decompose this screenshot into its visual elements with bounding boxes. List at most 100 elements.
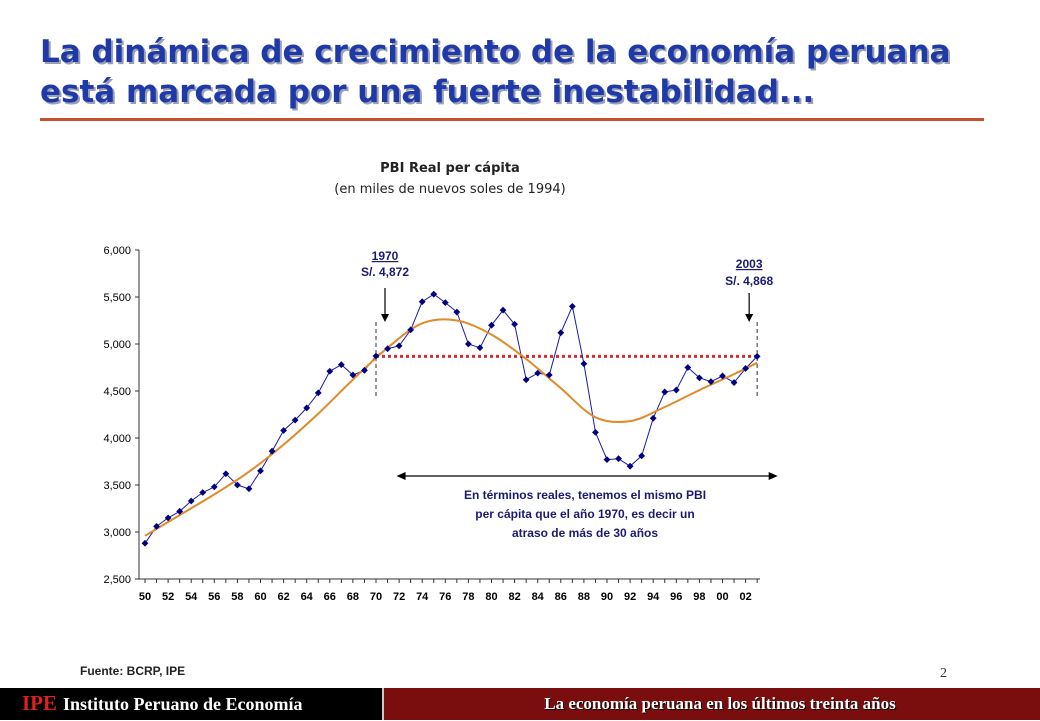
x-tick-label: 68 (347, 591, 359, 603)
data-point (407, 326, 415, 334)
data-point (730, 379, 738, 386)
data-point (696, 374, 703, 382)
y-tick-label: 4,000 (103, 433, 131, 445)
data-point (719, 372, 726, 380)
x-tick-label: 84 (532, 591, 545, 603)
data-point (430, 290, 438, 298)
x-tick-label: 98 (693, 591, 705, 603)
start-value-label: S/. 4,872 (361, 265, 409, 279)
y-tick-label: 6,000 (103, 245, 131, 257)
x-tick-label: 76 (439, 591, 451, 603)
y-tick-label: 5,000 (103, 339, 131, 351)
data-point (210, 483, 218, 491)
data-point (234, 481, 241, 489)
data-point (465, 340, 472, 348)
y-tick-label: 2,500 (103, 574, 131, 586)
x-tick-label: 88 (578, 591, 590, 603)
data-point (176, 507, 184, 515)
data-point (337, 361, 345, 369)
series-line-trend (144, 318, 758, 537)
data-point (291, 416, 299, 424)
x-tick-label: 50 (139, 591, 151, 603)
data-point (707, 378, 715, 385)
series-layer (141, 290, 761, 547)
data-point (326, 367, 334, 375)
page-number: 2 (940, 666, 947, 681)
data-point (372, 352, 380, 360)
x-tick-label: 78 (462, 591, 474, 603)
title-underline (40, 118, 984, 121)
y-tick-label: 5,500 (103, 292, 131, 304)
annotation-layer: 1970 S/. 4,872 2003 S/. 4,868 En términos re… (361, 249, 778, 540)
x-tick-label: 60 (254, 591, 266, 603)
gdp-per-capita-chart: 2,500 3,000 3,500 4,000 4,500 5,000 5,500 6,000… (103, 245, 778, 603)
data-point (661, 388, 669, 396)
data-point (141, 539, 149, 547)
data-point (534, 369, 542, 377)
start-year-label: 1970 (372, 249, 399, 263)
x-tick-label: 00 (716, 591, 728, 603)
x-tick-label: 94 (647, 591, 660, 603)
data-point (545, 371, 553, 379)
x-tick-label: 92 (624, 591, 636, 603)
x-tick-label: 56 (208, 591, 220, 603)
data-point (592, 428, 599, 436)
data-point (222, 470, 230, 478)
span-arrow-head-right (768, 472, 778, 480)
data-point (187, 497, 195, 505)
data-point (280, 427, 287, 434)
source-note: Fuente: BCRP, IPE (80, 664, 186, 678)
x-tick-label: 70 (370, 591, 382, 603)
data-point (626, 462, 634, 470)
x-tick-label: 96 (670, 591, 682, 603)
data-point (753, 353, 761, 360)
x-tick-label: 72 (393, 591, 405, 603)
annotation-note-line: atraso de más de 30 años (512, 526, 658, 540)
annotation-note-line: per cápita que el año 1970, es decir un (475, 507, 694, 521)
chart-subtitle: (en miles de nuevos soles de 1994) (334, 182, 566, 197)
reference-layer (375, 322, 758, 396)
data-point (199, 489, 207, 496)
slide-title: La dinámica de crecimiento de la economí… (40, 32, 1020, 112)
data-point (476, 344, 484, 352)
data-point (153, 522, 160, 530)
chart-title: PBI Real per cápita (380, 161, 520, 176)
footer-logo: IPE Instituto Peruano de Economía (0, 688, 384, 720)
x-tick-label: 58 (231, 591, 243, 603)
series-line-actual (144, 293, 758, 544)
x-tick-label: 80 (485, 591, 497, 603)
data-point (395, 342, 403, 350)
x-tick-label: 86 (555, 591, 567, 603)
data-point (349, 371, 357, 379)
data-point (361, 366, 368, 374)
end-year-label: 2003 (736, 257, 763, 271)
x-tick-label: 74 (416, 591, 429, 603)
x-tick-label: 52 (162, 591, 174, 603)
data-point (303, 404, 311, 412)
data-point (557, 329, 565, 337)
x-tick-label: 82 (508, 591, 520, 603)
data-point (245, 485, 253, 493)
x-tick-label: 64 (301, 591, 314, 603)
pointer-arrow-head (745, 314, 754, 322)
y-tick-label: 3,500 (103, 480, 131, 492)
data-point (568, 303, 576, 310)
data-point (488, 321, 495, 329)
data-point (511, 320, 518, 328)
data-point (684, 364, 692, 371)
data-point (603, 456, 611, 464)
slide-title-line-2: está marcada por una fuerte inestabilida… (40, 74, 815, 110)
x-tick-label: 02 (739, 591, 751, 603)
y-tick-label: 4,500 (103, 386, 131, 398)
chart-axes: 2,500 3,000 3,500 4,000 4,500 5,000 5,500 6,000… (103, 245, 760, 603)
pointer-arrow-head (381, 314, 389, 322)
data-point (522, 376, 530, 384)
data-point (257, 467, 264, 475)
data-point (742, 365, 749, 372)
span-arrow-head-left (396, 472, 406, 480)
data-point (580, 360, 588, 368)
slide-title-line-1: La dinámica de crecimiento de la economí… (40, 34, 951, 70)
data-point (314, 389, 322, 397)
data-point (499, 306, 507, 314)
x-tick-label: 66 (324, 591, 336, 603)
